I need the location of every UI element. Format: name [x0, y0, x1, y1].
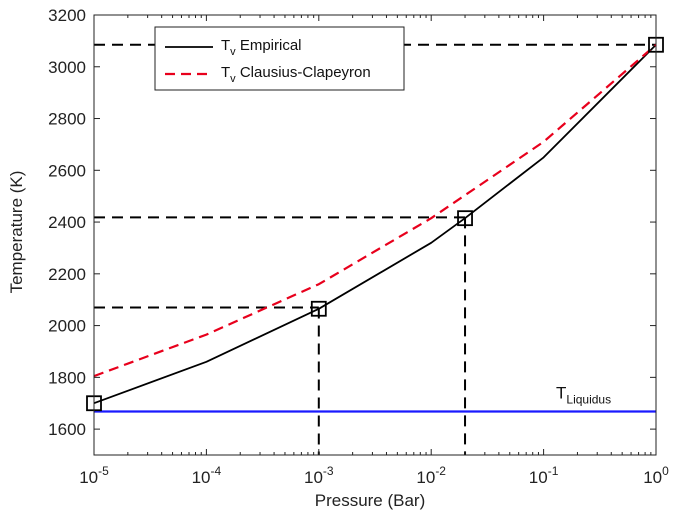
data-marker-2 [457, 210, 473, 227]
x-tick-label: 100 [643, 464, 669, 487]
series-layer [93, 43, 657, 405]
y-axis-label: Temperature (K) [7, 171, 26, 294]
x-tick-label: 10-4 [192, 464, 222, 487]
series-line-1 [93, 43, 657, 378]
y-tick-label: 2200 [48, 265, 86, 284]
legend-entry-0: Tv Empirical [221, 37, 302, 58]
y-tick-label: 2000 [48, 317, 86, 336]
series-line-0 [93, 44, 657, 405]
y-tick-label: 2600 [48, 161, 86, 180]
reference-lines: TLiquidus [94, 43, 656, 455]
x-tick-label: 10-1 [529, 464, 559, 487]
axes-frame [93, 14, 657, 456]
y-tick-label: 2400 [48, 213, 86, 232]
x-tick-label: 10-2 [416, 464, 446, 487]
liquidus-label: TLiquidus [556, 384, 611, 407]
y-tick-label: 1800 [48, 368, 86, 387]
y-tick-label: 3000 [48, 58, 86, 77]
legend-box [154, 26, 405, 91]
legend: Tv Empirical Tv Clausius-Clapeyron [154, 26, 405, 91]
y-tick-label: 3200 [48, 6, 86, 25]
x-tick-label: 10-5 [79, 464, 109, 487]
legend-entry-1: Tv Clausius-Clapeyron [221, 64, 371, 85]
x-tick-label: 10-3 [304, 464, 334, 487]
y-tick-label: 1600 [48, 420, 86, 439]
data-marker-1 [310, 300, 327, 317]
y-tick-label: 2800 [48, 110, 86, 129]
x-axis-label: Pressure (Bar) [315, 491, 426, 510]
axes: 1600 1800 2000 2200 2400 2600 2800 3000 3200 10-5… [48, 6, 669, 487]
